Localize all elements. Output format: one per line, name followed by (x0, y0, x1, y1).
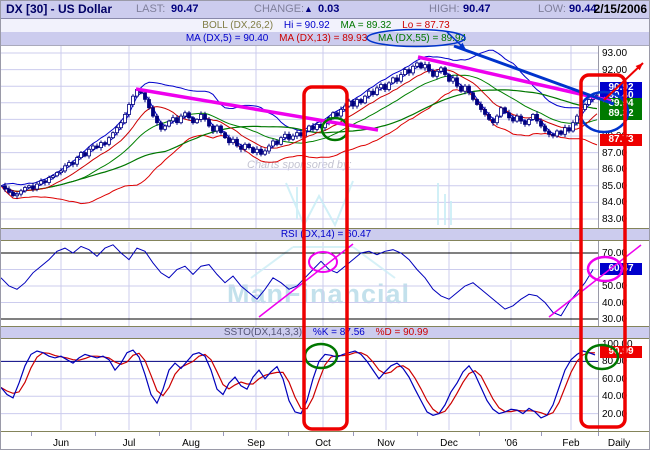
month-label: Oct (315, 438, 331, 449)
symbol-title: DX [30] - US Dollar (6, 2, 113, 16)
month-label: Nov (377, 438, 395, 449)
axis-tick (598, 432, 599, 436)
month-label: Sep (247, 438, 265, 449)
quote-header: DX [30] - US Dollar LAST: 90.47 CHANGE: … (1, 1, 649, 19)
axis-tick (223, 432, 224, 436)
rsi-axis-label: 40.00 (602, 297, 628, 309)
axis-tick (479, 432, 480, 436)
boll-lo: Lo = 87.73 (402, 20, 450, 31)
ssto-name: SSTO(DX,14,3,3) (223, 327, 303, 338)
period-label: Daily (607, 438, 631, 449)
rsi-axis-highlight: 60.47 (600, 262, 642, 275)
ssto-axis-label: 20.00 (602, 408, 628, 420)
price-axis-label: 92.00 (602, 64, 628, 76)
price-axis-label: 93.00 (602, 48, 628, 59)
boll-name: BOLL (DX,26,2) (202, 20, 274, 31)
ssto-axis-highlight: 90.99 (600, 345, 642, 358)
axis-tick (353, 432, 354, 436)
rsi-axis-label: 30.00 (602, 314, 628, 325)
ma5-value: MA (DX,5) = 90.40 (185, 33, 269, 44)
price-axis-label: 83.00 (602, 214, 628, 225)
boll-hi: Hi = 90.92 (283, 20, 330, 31)
quote-date: 2/15/2006 (593, 2, 647, 16)
ssto-axis-label: 60.00 (602, 373, 628, 385)
boll-ma: MA = 89.32 (340, 20, 392, 31)
last-value: 90.47 (171, 3, 199, 15)
month-label: Jun (52, 438, 70, 449)
change-arrow-icon: ▲ (304, 4, 313, 14)
price-axis-highlight: 87.73 (600, 134, 642, 147)
price-axis-label: 84.00 (602, 197, 628, 209)
month-label: Feb (562, 438, 580, 449)
low-value: 90.44 (569, 3, 597, 15)
axis-tick (31, 432, 32, 436)
time-axis: Jun Jul Aug Sep Oct Nov Dec '06 Feb Daily (1, 431, 649, 449)
month-label: Jul (122, 438, 136, 449)
price-axis-label: 85.00 (602, 180, 628, 192)
high-label: HIGH: (429, 3, 460, 15)
change-value: 0.03 (318, 3, 340, 15)
axis-tick (541, 432, 542, 436)
change-label: CHANGE: (254, 3, 305, 15)
price-axis-label: 87.00 (602, 147, 628, 159)
month-label: Aug (182, 438, 200, 449)
rsi-axis-label: 70.00 (602, 248, 628, 259)
price-axis-highlight: 89.32 (600, 108, 642, 121)
last-label: LAST: (136, 3, 166, 15)
month-label: '06 (504, 438, 518, 449)
bollinger-row: BOLL (DX,26,2) Hi = 90.92 MA = 89.32 Lo … (1, 19, 649, 32)
price-axis-label: 86.00 (602, 164, 628, 176)
ma13-value: MA (DX,13) = 89.93 (279, 33, 368, 44)
ssto-axis-label: 80.00 (602, 356, 628, 368)
rsi-value: RSI (DX,14) = 60.47 (280, 229, 372, 240)
ssto-header: SSTO(DX,14,3,3) %K = 87.56 %D = 90.99 (1, 326, 649, 339)
rsi-axis-label: 50.00 (602, 281, 628, 292)
ssto-axis-label: 40.00 (602, 391, 628, 403)
axis-tick (417, 432, 418, 436)
rsi-header: RSI (DX,14) = 60.47 (1, 228, 649, 241)
axis-tick (288, 432, 289, 436)
axis-tick (95, 432, 96, 436)
low-label: LOW: (538, 3, 566, 15)
high-value: 90.47 (463, 3, 491, 15)
ssto-d-value: %D = 90.99 (375, 327, 429, 338)
ssto-k-value: %K = 87.56 (312, 327, 365, 338)
month-label: Dec (440, 438, 458, 449)
axis-tick (159, 432, 160, 436)
